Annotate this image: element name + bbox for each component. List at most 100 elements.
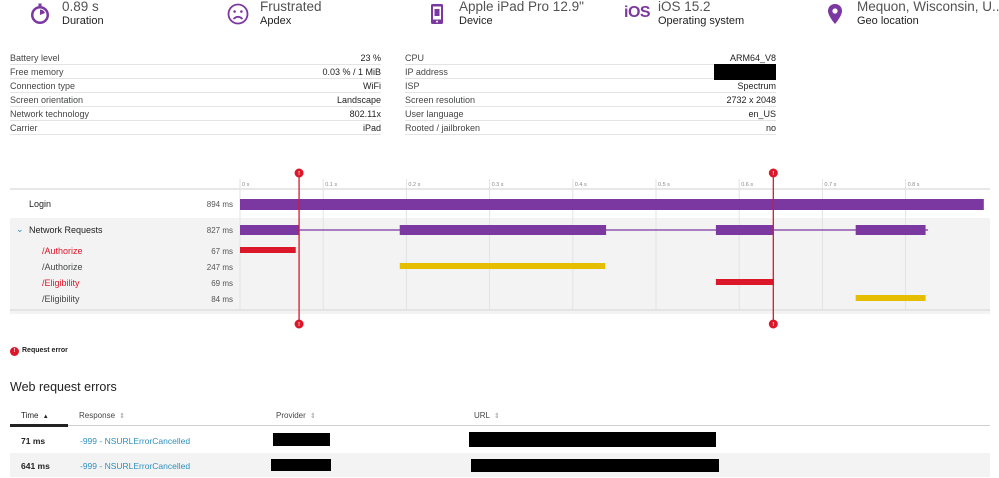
attr-key: Battery level [10,53,60,63]
attr-key: IP address [405,67,448,77]
chevron-down-icon[interactable]: ⌄ [16,224,24,234]
row-duration: 827 ms [206,226,233,235]
geo-value: Mequon, Wisconsin, U... [857,0,999,14]
column-label: Provider [276,411,306,420]
column-header-provider[interactable]: Provider ⇕ [276,411,316,420]
legend-label: Request error [22,347,68,354]
row-label-network-requests[interactable]: Network Requests [29,225,103,235]
row-label-request[interactable]: /Eligibility [42,278,80,288]
row-duration: 894 ms [206,200,233,209]
attr-value: en_US [748,109,776,119]
attr-value: 2732 x 2048 [726,95,776,105]
attr-key: Carrier [10,123,38,133]
redacted-provider [271,459,331,471]
active-sort-indicator [10,424,68,427]
redacted-ip-address [714,64,776,80]
axis-tick-label: 0 s [242,182,250,188]
timing-bar-segment [240,225,300,235]
attr-row: IP address [405,64,776,80]
attr-key: User language [405,109,464,119]
attr-row: Free memory 0.03 % / 1 MiB [10,65,381,79]
timing-bar-segment [715,225,774,235]
waterfall-timeline: 0 s 0.1 s 0.2 s 0.3 s 0.4 s 0.5 s 0.6 s 0.7 s 0.… [10,168,990,329]
attr-row: Battery level 23 % [10,51,381,65]
device-label: Device [459,15,493,27]
column-label: Time [21,411,39,420]
attr-value: 802.11x [349,109,381,119]
row-label-login[interactable]: Login [29,199,52,209]
timing-bar [855,295,926,301]
error-marker-icon [768,319,778,329]
error-marker-glyph: ! [772,171,774,177]
attr-value: no [765,123,776,133]
attr-key: Connection type [10,81,76,91]
sort-icon: ⇕ [119,413,126,420]
attr-key: Network technology [10,109,90,119]
row-duration: 69 ms [211,279,233,288]
attr-row: Screen resolution 2732 x 2048 [405,93,776,107]
axis-tick-label: 0.2 s [408,182,420,188]
attr-value: WiFi [363,81,381,91]
attr-value: 23 % [360,53,381,63]
attr-key: Free memory [10,67,64,77]
attr-row: Carrier iPad [10,121,381,135]
table-row[interactable]: 71 ms -999 - NSURLErrorCancelled [10,428,990,452]
attr-value: 0.03 % / 1 MiB [322,67,381,77]
column-header-time[interactable]: Time ▲ [21,411,49,420]
attr-key: Screen resolution [405,95,476,105]
attr-row: Screen orientation Landscape [10,93,381,107]
axis-tick-label: 0.3 s [492,182,504,188]
duration-value: 0.89 s [62,0,99,14]
attr-key: Screen orientation [10,95,84,105]
timing-bar-segment [855,225,926,235]
location-pin-icon [828,4,842,24]
redacted-url [469,432,716,447]
geo-label: Geo location [857,15,919,27]
ios-icon: iOS [624,4,651,21]
cell-time: 641 ms [21,461,50,471]
tablet-icon [431,4,443,24]
attr-value: Spectrum [737,81,776,91]
row-duration: 67 ms [211,247,233,256]
row-label-request[interactable]: /Authorize [42,246,83,256]
error-marker-icon [768,168,778,178]
sort-asc-icon: ▲ [42,414,49,420]
os-label: Operating system [658,15,745,27]
section-title: Web request errors [10,380,117,394]
timing-bar [399,263,606,269]
timing-bar [240,247,296,253]
error-marker-icon: ! [10,347,19,356]
device-value: Apple iPad Pro 12.9" [459,0,584,14]
attr-row: ISP Spectrum [405,79,776,93]
error-marker-icon [294,319,304,329]
attr-value: Landscape [336,95,381,105]
column-header-url[interactable]: URL ⇕ [474,411,500,420]
redacted-provider [273,433,330,446]
cell-time: 71 ms [21,436,46,446]
request-waterfall: Login 894 ms ⌄ Network Requests 827 ms /… [0,165,999,335]
stopwatch-icon [31,3,49,24]
axis-tick-label: 0.1 s [325,182,337,188]
axis-tick-label: 0.4 s [575,182,587,188]
attr-key: CPU [405,53,425,63]
os-value: iOS 15.2 [658,0,711,14]
row-label-request[interactable]: /Authorize [42,262,83,272]
redacted-url [471,459,719,472]
row-label-request[interactable]: /Eligibility [42,294,80,304]
cell-response-link[interactable]: -999 - NSURLErrorCancelled [80,436,191,446]
axis-tick-label: 0.7 s [824,182,836,188]
axis-tick-label: 0.8 s [908,182,920,188]
attr-row: Rooted / jailbroken no [405,121,776,135]
timing-bar-segment [399,225,607,235]
error-marker-glyph: ! [298,171,300,177]
timing-bar [240,199,984,210]
cell-response-link[interactable]: -999 - NSURLErrorCancelled [80,461,191,471]
row-duration: 247 ms [206,263,233,272]
attr-row: User language en_US [405,107,776,121]
table-row[interactable]: 641 ms -999 - NSURLErrorCancelled [10,453,990,477]
frown-face-icon [227,3,249,25]
attr-key: ISP [405,81,420,91]
attr-value: iPad [362,123,381,133]
header-divider [10,425,990,426]
column-header-response[interactable]: Response ⇕ [79,411,125,420]
